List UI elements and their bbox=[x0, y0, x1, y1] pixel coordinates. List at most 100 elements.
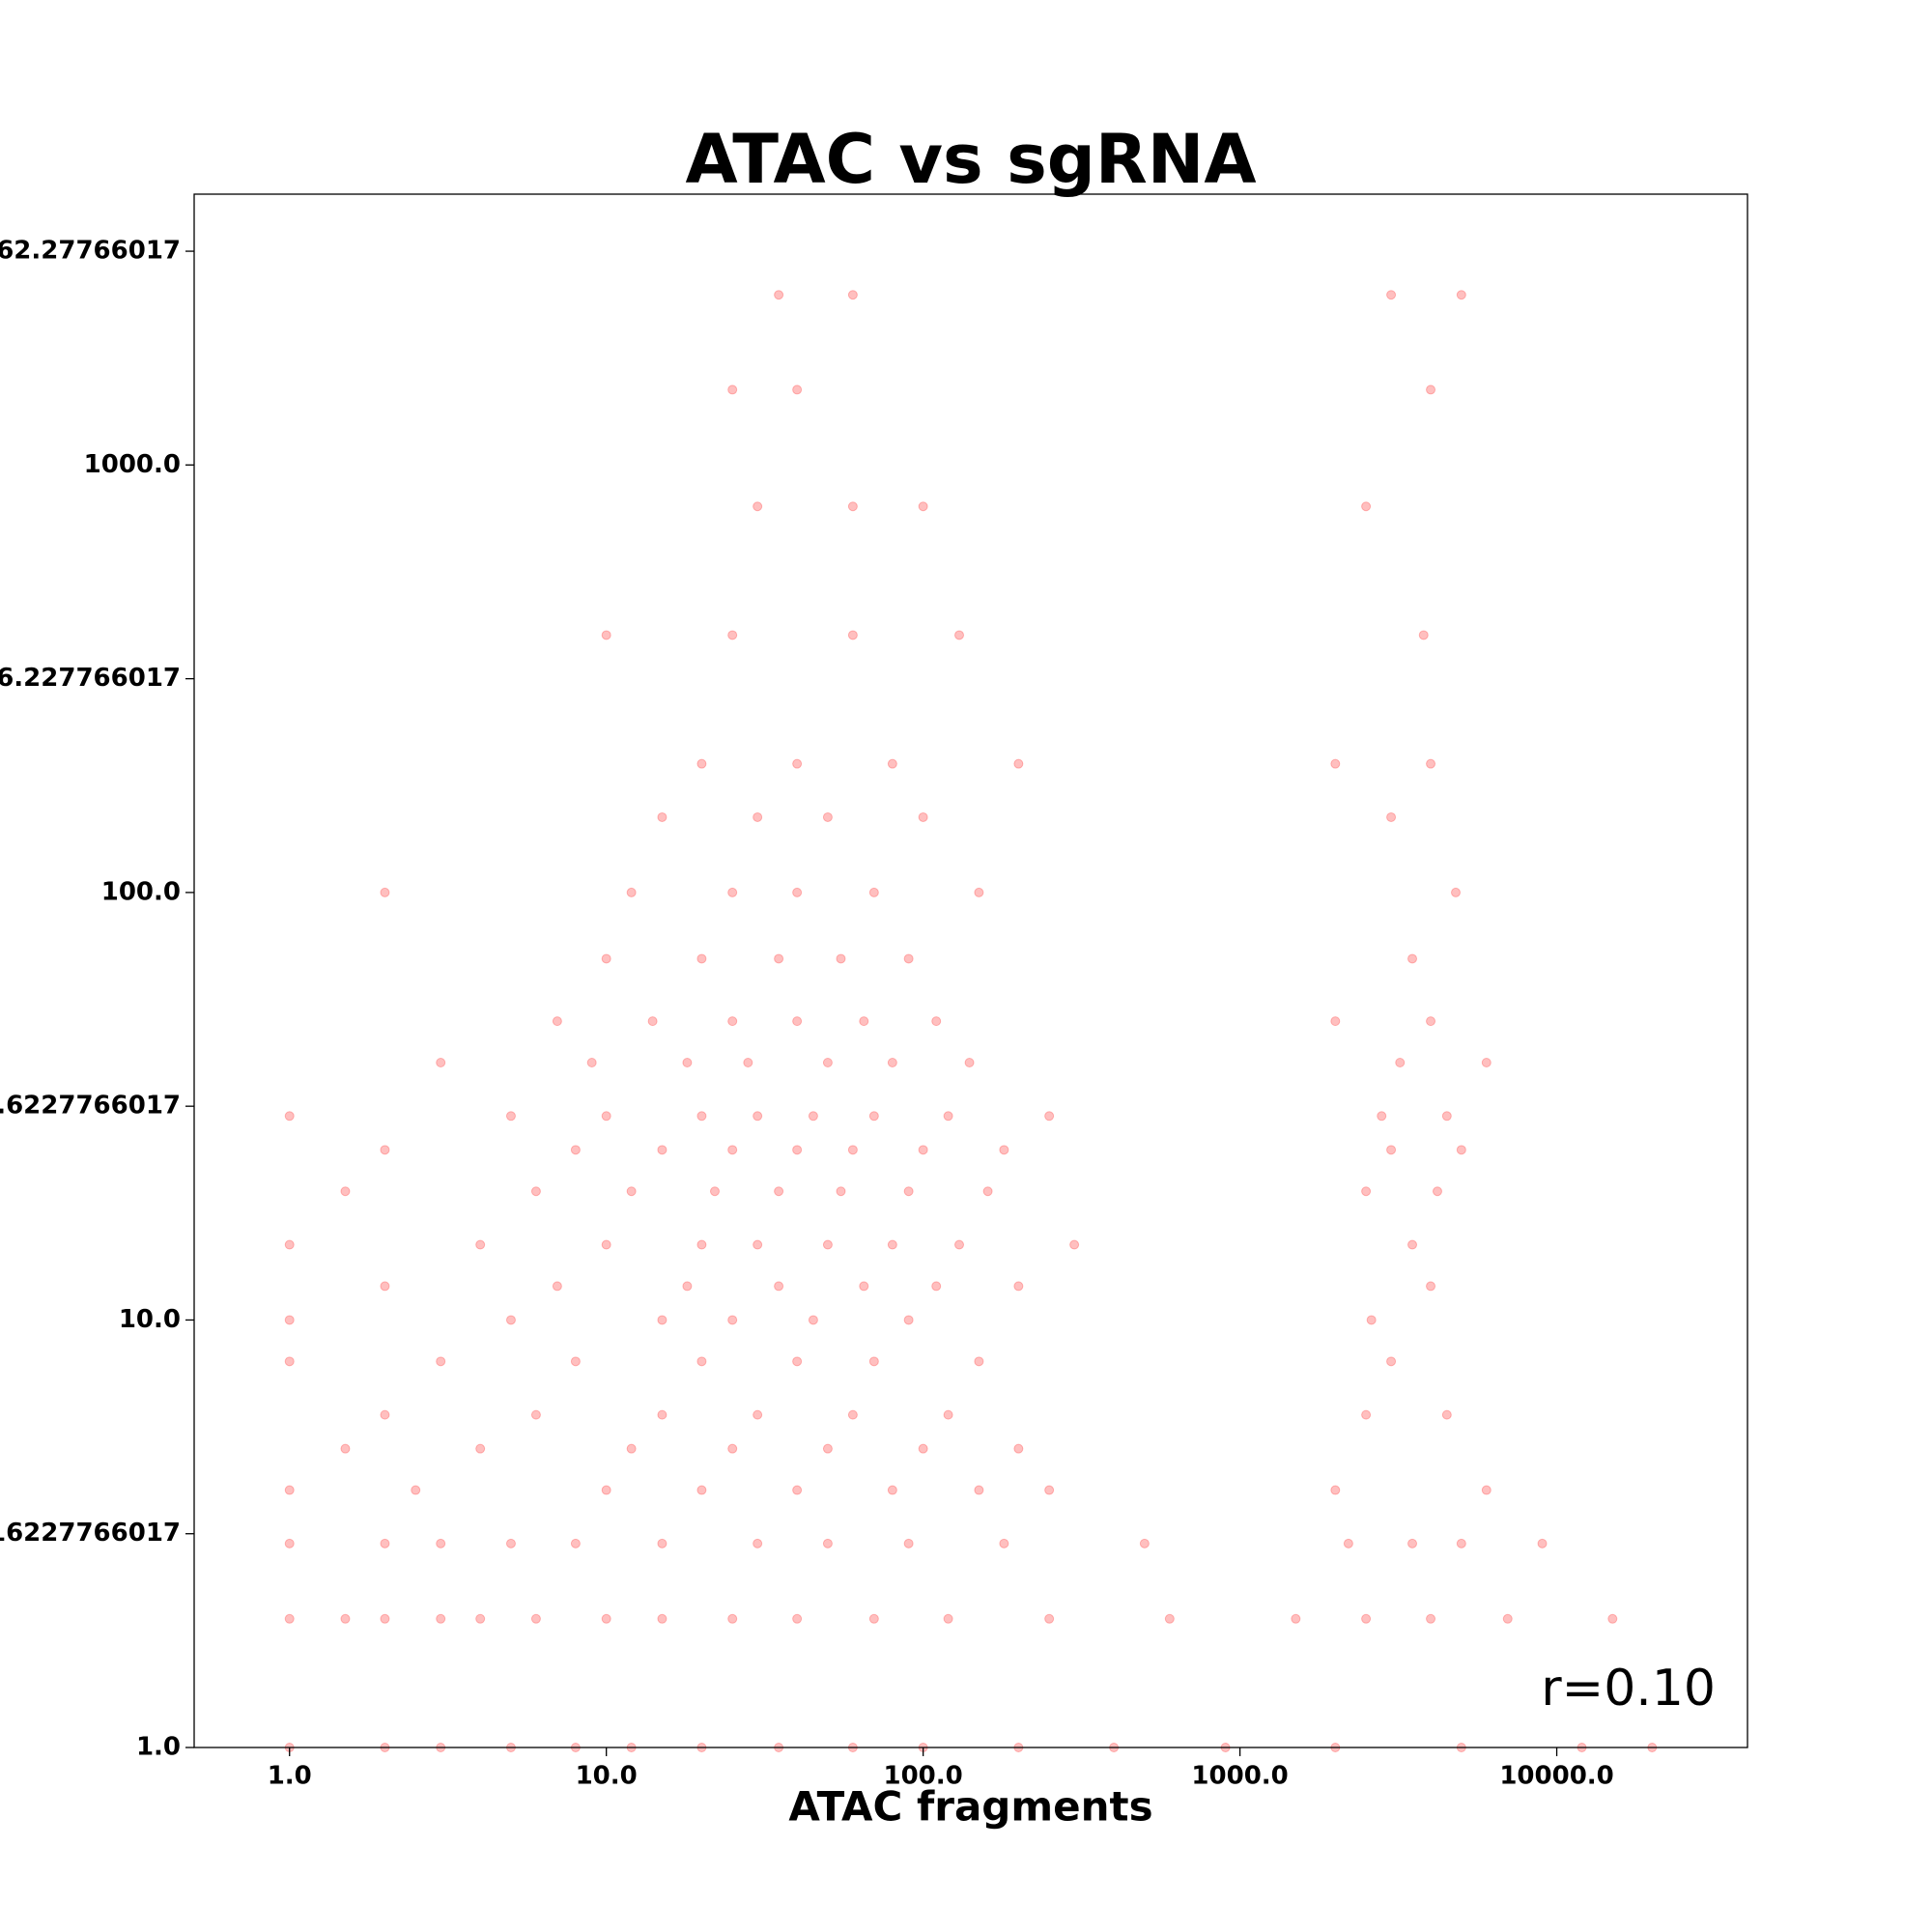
annotation: r=0.10 bbox=[1541, 1660, 1716, 1718]
point bbox=[792, 887, 803, 897]
point bbox=[774, 290, 784, 300]
point bbox=[505, 1111, 516, 1122]
point bbox=[792, 1613, 803, 1624]
point bbox=[792, 1356, 803, 1367]
point bbox=[727, 384, 738, 395]
x-tick-label: 10.0 bbox=[576, 1762, 638, 1791]
point bbox=[918, 811, 928, 822]
point bbox=[727, 887, 738, 897]
point bbox=[1013, 758, 1024, 769]
point bbox=[859, 1016, 869, 1027]
point bbox=[822, 1239, 833, 1250]
point bbox=[284, 1239, 295, 1250]
point bbox=[436, 1356, 446, 1367]
point bbox=[380, 1409, 390, 1420]
point bbox=[340, 1443, 351, 1454]
point bbox=[1426, 758, 1436, 769]
point bbox=[1386, 290, 1397, 300]
plot-frame bbox=[193, 193, 1748, 1748]
point bbox=[774, 1281, 784, 1292]
point bbox=[436, 1058, 446, 1068]
point bbox=[1426, 1281, 1436, 1292]
point bbox=[1386, 1145, 1397, 1155]
point bbox=[1069, 1239, 1080, 1250]
y-tick-label: 1.0 bbox=[136, 1733, 181, 1762]
point bbox=[696, 1485, 707, 1495]
point bbox=[1386, 811, 1397, 822]
point bbox=[601, 1239, 611, 1250]
point bbox=[1426, 1613, 1436, 1624]
point bbox=[822, 811, 833, 822]
point bbox=[475, 1443, 486, 1454]
point bbox=[868, 887, 879, 897]
point bbox=[411, 1485, 421, 1495]
point bbox=[1407, 1538, 1418, 1548]
point bbox=[284, 1111, 295, 1122]
point bbox=[626, 1186, 637, 1197]
point bbox=[1330, 1016, 1341, 1027]
point bbox=[943, 1613, 953, 1624]
point bbox=[918, 1145, 928, 1155]
point bbox=[847, 1145, 858, 1155]
point bbox=[380, 1538, 390, 1548]
point bbox=[601, 953, 611, 964]
point bbox=[727, 1145, 738, 1155]
point bbox=[696, 1356, 707, 1367]
point bbox=[887, 1058, 897, 1068]
point bbox=[847, 630, 858, 640]
point bbox=[601, 1613, 611, 1624]
point bbox=[1013, 1281, 1024, 1292]
x-axis-label: ATAC fragments bbox=[788, 1783, 1152, 1831]
point bbox=[931, 1016, 942, 1027]
x-tick-label: 1000.0 bbox=[1191, 1762, 1288, 1791]
point bbox=[792, 1485, 803, 1495]
point bbox=[792, 1145, 803, 1155]
point bbox=[570, 1145, 581, 1155]
point bbox=[836, 1186, 846, 1197]
point bbox=[753, 1409, 763, 1420]
point bbox=[1456, 1538, 1466, 1548]
point bbox=[626, 1443, 637, 1454]
point bbox=[954, 630, 965, 640]
point bbox=[1366, 1315, 1377, 1325]
point bbox=[505, 1538, 516, 1548]
x-tick-label: 1.0 bbox=[268, 1762, 312, 1791]
point bbox=[1418, 630, 1429, 640]
point bbox=[552, 1016, 562, 1027]
y-tick-label: 31.6227766017 bbox=[0, 1092, 181, 1121]
point bbox=[1013, 1443, 1024, 1454]
point bbox=[340, 1613, 351, 1624]
point bbox=[887, 1485, 897, 1495]
point bbox=[1044, 1111, 1055, 1122]
point bbox=[1361, 1186, 1372, 1197]
point bbox=[601, 1111, 611, 1122]
point bbox=[1481, 1058, 1492, 1068]
y-tick-label: 100.0 bbox=[101, 877, 181, 906]
y-tick-label: 3162.27766017 bbox=[0, 237, 181, 266]
point bbox=[727, 1016, 738, 1027]
point bbox=[530, 1613, 541, 1624]
point bbox=[918, 501, 928, 512]
point bbox=[774, 953, 784, 964]
point bbox=[792, 758, 803, 769]
point bbox=[1432, 1186, 1442, 1197]
point bbox=[847, 501, 858, 512]
point bbox=[822, 1443, 833, 1454]
point bbox=[1361, 1613, 1372, 1624]
point bbox=[1451, 887, 1462, 897]
point bbox=[903, 1186, 914, 1197]
point bbox=[903, 953, 914, 964]
point bbox=[943, 1111, 953, 1122]
point bbox=[1607, 1613, 1618, 1624]
point bbox=[753, 1239, 763, 1250]
point bbox=[753, 1538, 763, 1548]
point bbox=[657, 1145, 668, 1155]
point bbox=[743, 1058, 753, 1068]
point bbox=[792, 384, 803, 395]
point bbox=[530, 1409, 541, 1420]
point bbox=[570, 1538, 581, 1548]
point bbox=[1291, 1613, 1301, 1624]
point bbox=[753, 811, 763, 822]
